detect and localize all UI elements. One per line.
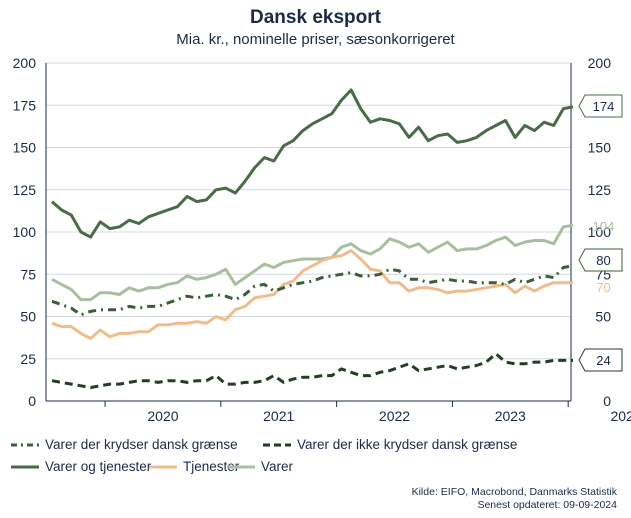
y-tick-label-right: 150	[588, 140, 612, 156]
x-tick-label: 2022	[379, 408, 410, 424]
end-label: 104	[593, 219, 615, 234]
series-line	[51, 223, 574, 302]
y-tick-label-right: 50	[595, 309, 611, 325]
x-tick-label: 2021	[263, 408, 294, 424]
end-label: 24	[596, 353, 610, 368]
x-tick-label: 2023	[495, 408, 526, 424]
source-text: Kilde: EIFO, Macrobond, Danmarks Statist…	[411, 486, 617, 498]
end-label-box	[578, 248, 623, 272]
end-label: 70	[596, 280, 610, 295]
y-tick-label-left: 50	[20, 309, 36, 325]
line-chart: 0025255050757510010012512515015017517520…	[13, 55, 631, 424]
y-tick-label-right: 0	[603, 393, 611, 409]
end-label: 174	[593, 99, 615, 114]
x-tick-label: 2024	[610, 408, 631, 424]
chart-title: Dansk eksport	[250, 7, 381, 28]
end-label-box	[578, 94, 623, 118]
y-tick-label-right: 200	[588, 55, 612, 71]
legend-item-varer-tjenester: Varer og tjenester	[10, 459, 151, 474]
legend-label-krydser: Varer der krydser dansk grænse	[45, 437, 238, 452]
legend-item-ikke-krydser: Varer der ikke krydser dansk grænse	[262, 437, 517, 452]
y-tick-label-left: 25	[20, 351, 36, 367]
legend-label-varer-tjenester: Varer og tjenester	[45, 459, 152, 474]
y-tick-label-left: 0	[28, 393, 36, 409]
source-note: Kilde: EIFO, Macrobond, Danmarks Statist…	[412, 486, 617, 512]
y-tick-label-left: 100	[13, 224, 37, 240]
end-label-box	[578, 348, 623, 372]
legend-item-tjenester: Tjenester	[148, 459, 239, 474]
y-tick-label-left: 150	[13, 140, 37, 156]
x-tick-label: 2020	[147, 408, 178, 424]
legend-swatch-tjenester	[149, 465, 177, 468]
chart-subtitle: Mia. kr., nominelle priser, sæsonkorrige…	[176, 31, 455, 48]
legend-item-krydser: Varer der krydser dansk grænse	[10, 437, 238, 452]
legend-item-varer: Varer	[226, 459, 293, 474]
legend-swatch-varer-tjenester	[11, 465, 39, 468]
series-line	[51, 88, 574, 239]
legend-swatch-dashdot	[11, 443, 39, 446]
series-line	[51, 264, 574, 317]
y-tick-label-left: 125	[13, 182, 37, 198]
legend-label-tjenester: Tjenester	[183, 459, 240, 474]
legend-label-varer: Varer	[261, 459, 294, 474]
y-tick-label-right: 100	[588, 224, 612, 240]
y-tick-label-right: 125	[588, 182, 612, 198]
y-tick-label-left: 175	[13, 97, 37, 113]
legend-label-ikke-krydser: Varer der ikke krydser dansk grænse	[297, 437, 518, 452]
y-tick-label-left: 200	[13, 55, 37, 71]
series-line	[51, 249, 573, 340]
legend-swatch-dashed	[263, 443, 291, 446]
y-tick-label-left: 75	[20, 266, 36, 282]
end-label: 80	[596, 253, 610, 268]
updated-text: Senest opdateret: 09-09-2024	[477, 499, 617, 511]
legend-swatch-varer	[227, 465, 255, 468]
